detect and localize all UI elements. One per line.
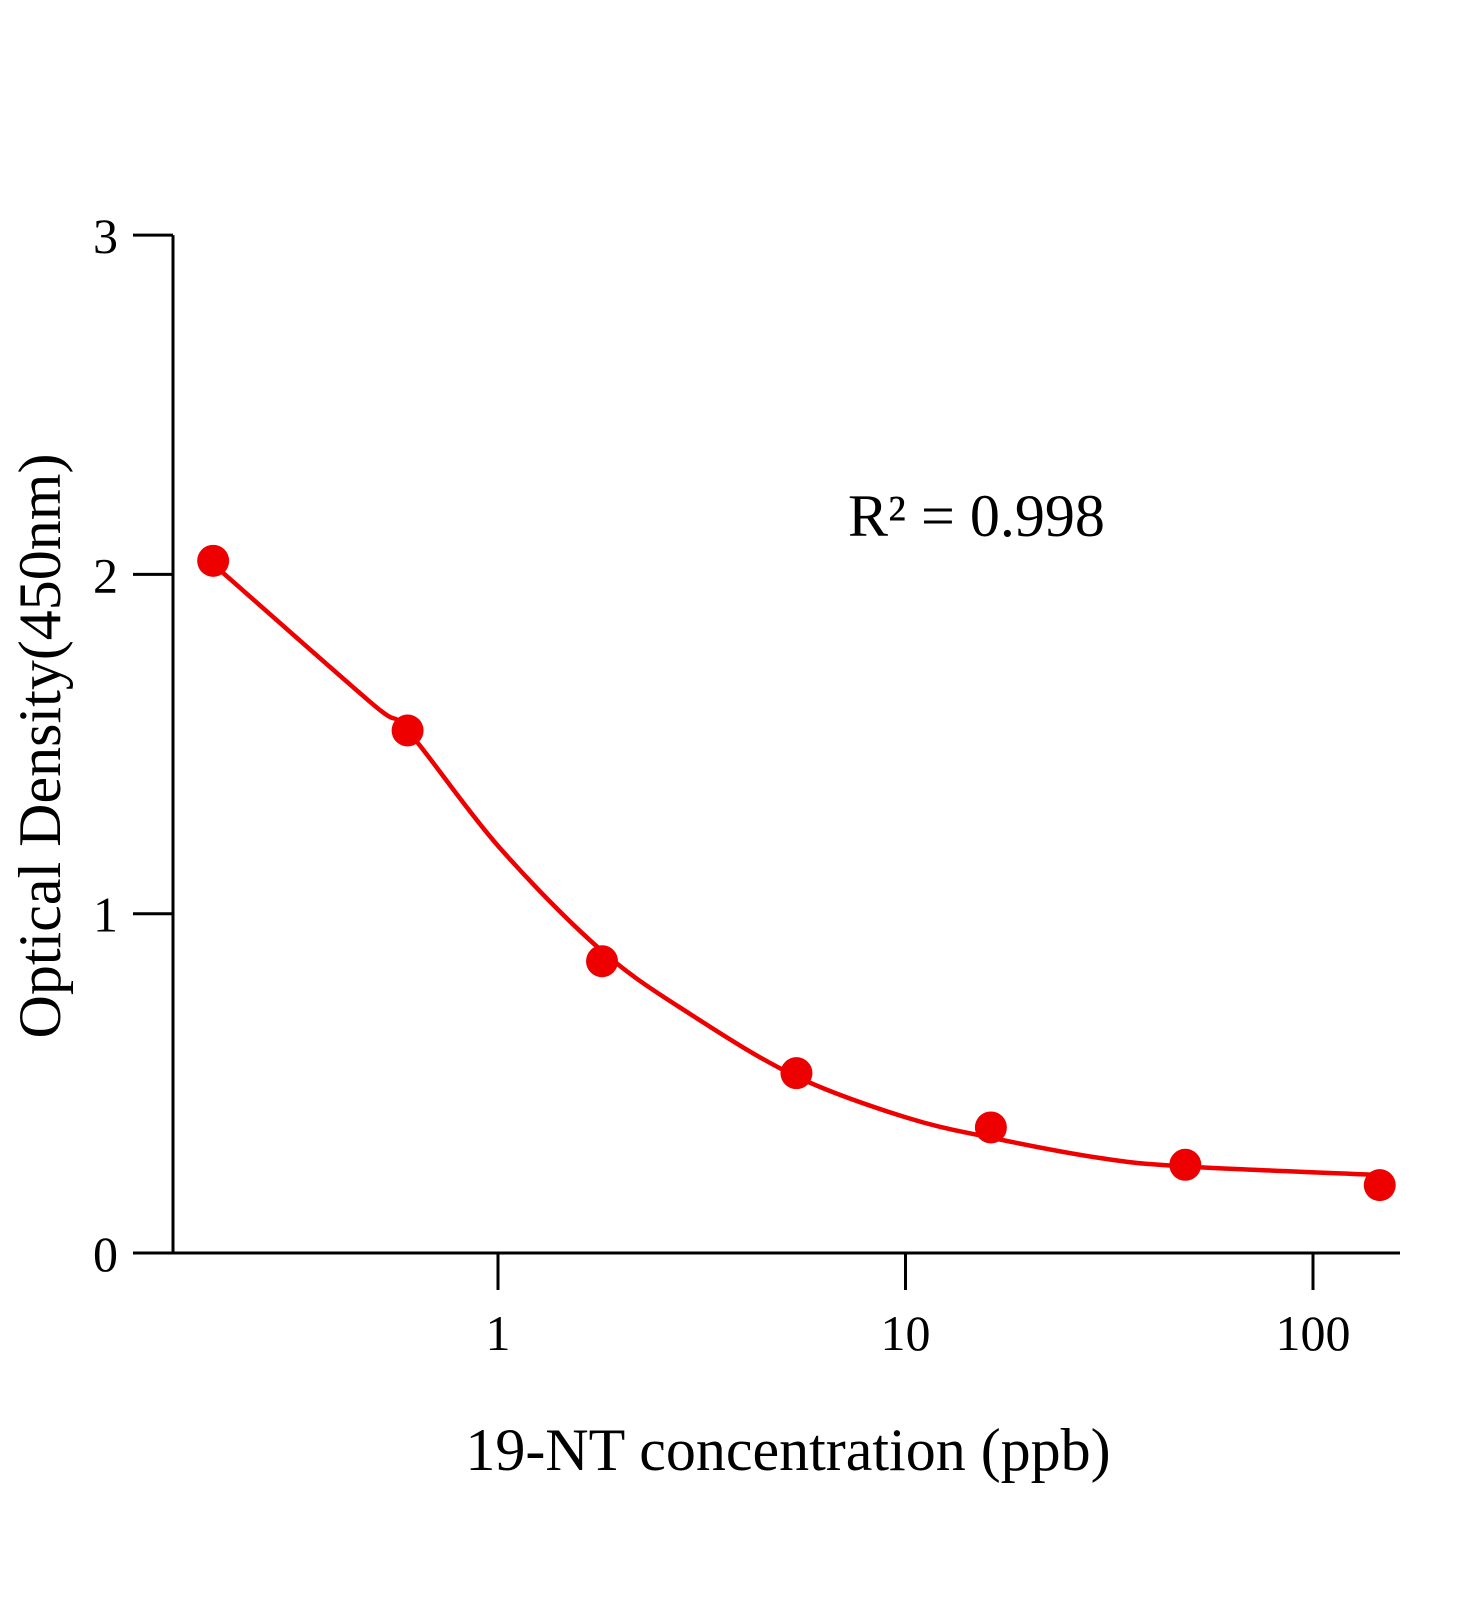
fit-curve xyxy=(211,562,1380,1178)
y-axis-label: Optical Density(450nm) xyxy=(7,454,73,1039)
x-axis-label: 19-NT concentration (ppb) xyxy=(465,1417,1110,1483)
data-point xyxy=(586,945,619,978)
data-point xyxy=(974,1111,1007,1144)
x-tick-label: 1 xyxy=(486,1305,511,1361)
ticks: 0 1 2 3 1 10 100 xyxy=(93,208,1351,1361)
data-point xyxy=(1363,1169,1396,1202)
y-tick-label: 1 xyxy=(93,887,118,943)
data-point xyxy=(197,544,230,577)
axes xyxy=(133,235,1400,1255)
x-tick-label: 10 xyxy=(881,1305,931,1361)
data-point xyxy=(1169,1148,1202,1181)
data-point xyxy=(391,714,424,747)
y-tick-label: 2 xyxy=(93,547,118,603)
y-tick-label: 0 xyxy=(93,1226,118,1282)
r-squared-annotation: R² = 0.998 xyxy=(848,483,1105,549)
data-point xyxy=(780,1057,813,1090)
x-tick-label: 100 xyxy=(1276,1305,1351,1361)
data-points xyxy=(197,544,1396,1202)
y-tick-label: 3 xyxy=(93,208,118,264)
